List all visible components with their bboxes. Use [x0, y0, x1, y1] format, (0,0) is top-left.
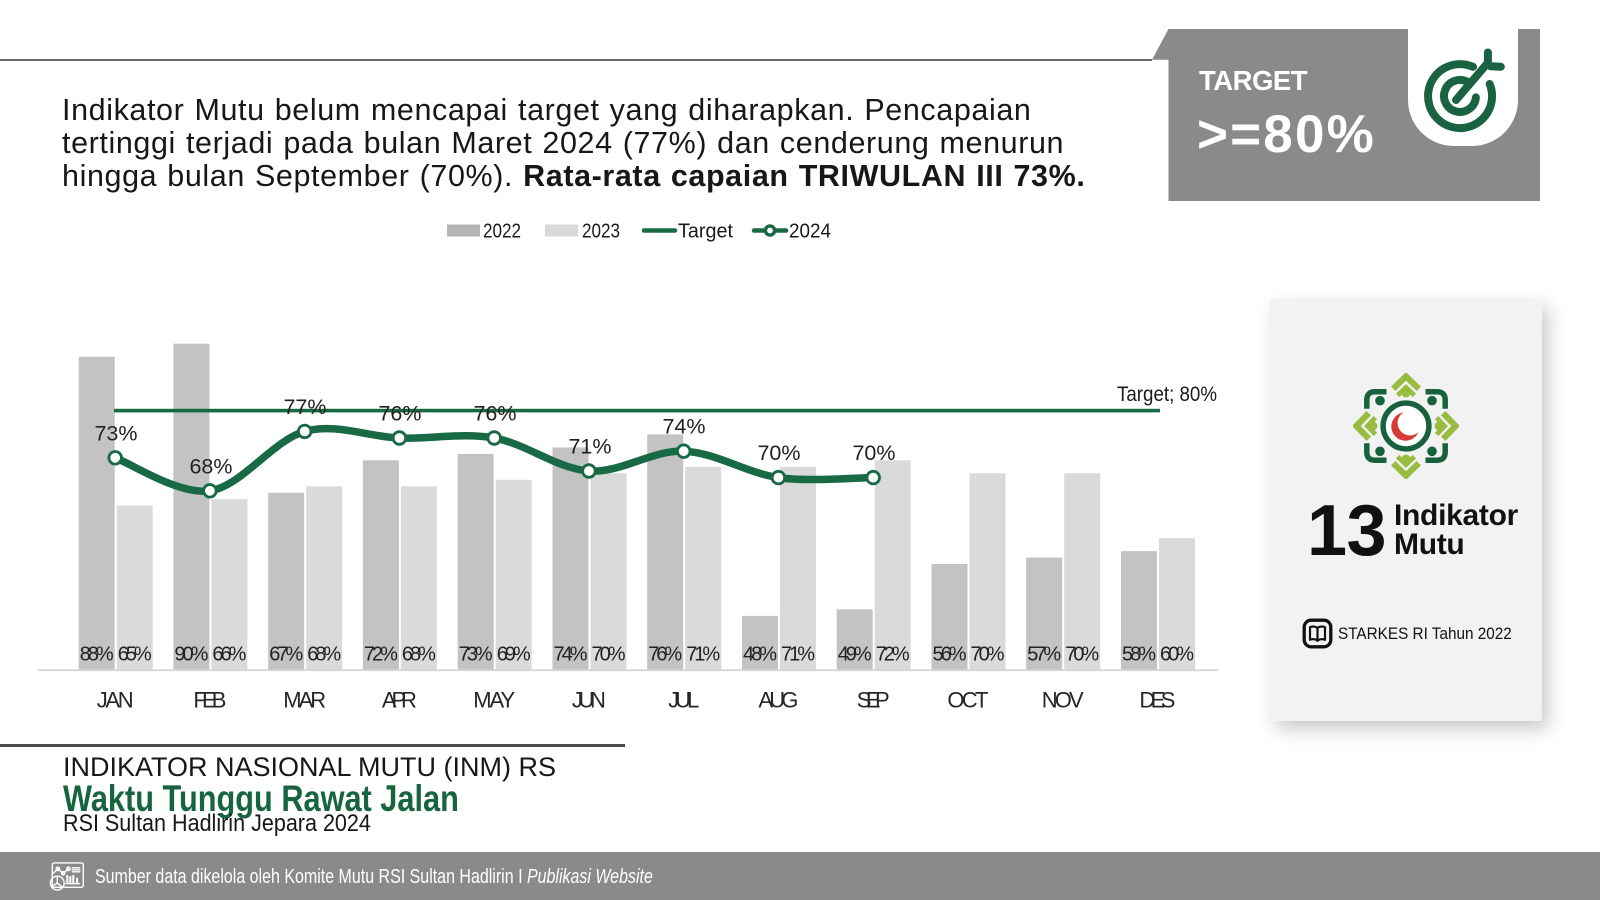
svg-text:66%: 66% — [212, 644, 246, 666]
svg-text:74%: 74% — [554, 644, 588, 666]
svg-text:49%: 49% — [838, 644, 872, 666]
svg-text:72%: 72% — [364, 644, 398, 666]
svg-text:Target; 80%: Target; 80% — [1117, 382, 1217, 406]
svg-text:76%: 76% — [378, 402, 421, 426]
svg-text:SEP: SEP — [857, 688, 890, 713]
svg-text:73%: 73% — [459, 644, 493, 666]
svg-text:FEB: FEB — [193, 688, 226, 713]
svg-text:72%: 72% — [876, 644, 910, 666]
svg-text:68%: 68% — [402, 644, 436, 666]
svg-text:JAN: JAN — [97, 688, 134, 713]
svg-text:2023: 2023 — [582, 221, 620, 243]
svg-text:88%: 88% — [80, 644, 114, 666]
svg-text:57%: 57% — [1027, 644, 1061, 666]
svg-text:70%: 70% — [852, 441, 895, 465]
svg-text:JUL: JUL — [668, 688, 699, 713]
svg-text:68%: 68% — [307, 644, 341, 666]
svg-text:2022: 2022 — [483, 221, 521, 243]
svg-text:67%: 67% — [269, 644, 303, 666]
svg-text:65%: 65% — [118, 644, 152, 666]
svg-text:MAY: MAY — [473, 688, 515, 713]
svg-text:68%: 68% — [189, 454, 232, 478]
svg-text:APR: APR — [382, 688, 417, 713]
svg-text:69%: 69% — [497, 644, 531, 666]
svg-text:NOV: NOV — [1042, 688, 1084, 713]
svg-text:OCT: OCT — [947, 688, 988, 713]
svg-text:71%: 71% — [781, 644, 815, 666]
svg-text:Target: Target — [678, 221, 733, 243]
svg-text:MAR: MAR — [283, 688, 326, 713]
svg-text:AUG: AUG — [758, 688, 798, 713]
svg-text:70%: 70% — [757, 441, 800, 465]
svg-text:90%: 90% — [174, 644, 208, 666]
svg-text:71%: 71% — [686, 644, 720, 666]
svg-text:76%: 76% — [648, 644, 682, 666]
svg-text:60%: 60% — [1160, 644, 1194, 666]
svg-text:2024: 2024 — [789, 221, 831, 243]
svg-text:70%: 70% — [1065, 644, 1099, 666]
svg-text:71%: 71% — [568, 435, 611, 459]
svg-text:73%: 73% — [94, 421, 137, 445]
svg-text:56%: 56% — [933, 644, 967, 666]
svg-text:77%: 77% — [283, 395, 326, 419]
svg-text:DES: DES — [1139, 688, 1175, 713]
svg-text:58%: 58% — [1122, 644, 1156, 666]
svg-text:48%: 48% — [743, 644, 777, 666]
svg-text:70%: 70% — [592, 644, 626, 666]
svg-text:70%: 70% — [971, 644, 1005, 666]
svg-text:74%: 74% — [662, 415, 705, 439]
svg-text:JUN: JUN — [572, 688, 606, 713]
svg-text:76%: 76% — [473, 402, 516, 426]
